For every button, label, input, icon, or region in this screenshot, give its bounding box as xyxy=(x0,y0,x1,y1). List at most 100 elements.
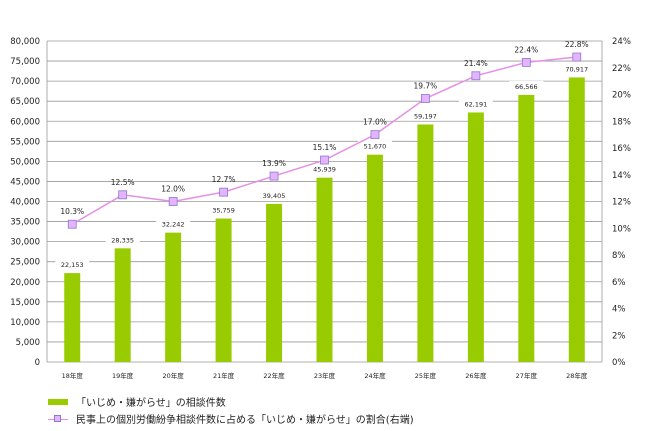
bar xyxy=(64,273,81,362)
line-marker xyxy=(269,171,279,181)
y-right-tick-label: 14% xyxy=(612,171,631,181)
x-tick-label: 24年度 xyxy=(364,371,386,380)
bar-data-label: 70,917 xyxy=(565,65,588,73)
x-tick-label: 26年度 xyxy=(465,371,487,380)
x-tick-label: 27年度 xyxy=(516,371,538,380)
legend-bar-label: 「いじめ・嫌がらせ」の相談件数 xyxy=(76,398,226,409)
y-left-tick-label: 30,000 xyxy=(10,238,40,248)
bar-data-label: 32,242 xyxy=(162,221,185,229)
y-left-tick-label: 35,000 xyxy=(10,218,40,228)
x-tick-label: 23年度 xyxy=(314,371,336,380)
line-marker xyxy=(118,190,128,200)
y-left-tick-label: 40,000 xyxy=(10,198,40,208)
x-tick-label: 28年度 xyxy=(566,371,588,380)
bar xyxy=(266,203,283,362)
x-tick-label: 20年度 xyxy=(162,371,184,380)
line-data-label: 13.9% xyxy=(262,159,286,168)
bar xyxy=(417,124,434,362)
data-label-bg xyxy=(458,98,493,109)
y-left-tick-label: 15,000 xyxy=(10,298,40,308)
line-data-label: 12.0% xyxy=(161,185,185,194)
y-right-tick-label: 8% xyxy=(612,251,626,261)
line-data-label: 15.1% xyxy=(313,143,337,152)
x-tick-label: 25年度 xyxy=(415,371,437,380)
bar-data-label: 22,153 xyxy=(61,261,84,269)
bar xyxy=(366,154,383,362)
line-data-label: 12.5% xyxy=(111,178,135,187)
legend-item-line: 民事上の個別労働紛争相談件数に占める「いじめ・嫌がらせ」の割合(右端) xyxy=(48,411,414,426)
bar-data-label: 66,566 xyxy=(515,83,538,91)
data-label-bg xyxy=(257,189,292,200)
line-marker xyxy=(219,187,228,197)
y-right-tick-label: 12% xyxy=(612,198,631,208)
line-data-label: 19.7% xyxy=(413,82,437,91)
data-label-bg xyxy=(408,110,443,121)
y-right-tick-label: 6% xyxy=(612,278,626,288)
x-tick-label: 19年度 xyxy=(112,371,134,380)
y-left-tick-label: 70,000 xyxy=(10,77,40,87)
data-label-bg xyxy=(156,218,191,229)
bar-data-label: 39,405 xyxy=(263,192,286,200)
bar-data-label: 59,197 xyxy=(414,112,437,120)
x-tick-label: 22年度 xyxy=(263,371,285,380)
bar xyxy=(316,177,333,362)
y-right-tick-label: 20% xyxy=(612,91,631,101)
y-right-tick-label: 24% xyxy=(612,37,631,47)
legend-bar-swatch xyxy=(48,398,68,405)
line-marker xyxy=(370,130,380,140)
y-right-tick-label: 18% xyxy=(612,117,631,127)
line-data-label: 22.8% xyxy=(565,40,589,49)
data-label-bg xyxy=(105,234,140,245)
line-marker xyxy=(168,197,178,206)
bar-data-label: 51,670 xyxy=(364,143,387,151)
bar xyxy=(568,77,585,363)
y-left-tick-label: 45,000 xyxy=(10,177,40,187)
y-left-tick-label: 20,000 xyxy=(10,278,40,288)
line-data-label: 21.4% xyxy=(464,59,488,68)
bar xyxy=(215,218,232,362)
y-left-tick-label: 0 xyxy=(35,358,40,368)
data-label-bg xyxy=(55,259,90,270)
line-data-label: 22.4% xyxy=(514,45,538,54)
y-right-tick-label: 0% xyxy=(612,358,626,368)
y-left-tick-label: 65,000 xyxy=(10,97,40,107)
bar-data-label: 62,191 xyxy=(464,100,487,108)
y-left-tick-label: 25,000 xyxy=(10,258,40,268)
y-left-tick-label: 75,000 xyxy=(10,57,40,67)
bar-data-label: 35,759 xyxy=(212,207,235,215)
bar xyxy=(165,232,182,362)
y-left-tick-label: 60,000 xyxy=(10,117,40,127)
legend-line-label: 民事上の個別労働紛争相談件数に占める「いじめ・嫌がらせ」の割合(右端) xyxy=(76,415,414,426)
line-marker xyxy=(572,52,582,62)
line-marker xyxy=(471,71,481,81)
x-tick-label: 21年度 xyxy=(213,371,235,380)
y-right-tick-label: 2% xyxy=(612,331,626,341)
x-tick-label: 18年度 xyxy=(62,371,84,380)
line-data-label: 10.3% xyxy=(60,207,84,216)
y-right-tick-label: 22% xyxy=(612,64,631,74)
line-data-label: 12.7% xyxy=(212,175,236,184)
y-left-tick-label: 80,000 xyxy=(10,37,40,47)
legend-line-swatch xyxy=(48,414,68,423)
y-left-tick-label: 55,000 xyxy=(10,137,40,147)
legend-item-bar: 「いじめ・嫌がらせ」の相談件数 xyxy=(48,394,226,409)
line-marker xyxy=(421,94,430,103)
data-label-bg xyxy=(307,163,342,174)
line-data-label: 17.0% xyxy=(363,118,387,127)
y-right-tick-label: 10% xyxy=(612,224,631,234)
bar xyxy=(114,248,131,362)
bar xyxy=(467,112,484,362)
data-label-bg xyxy=(509,80,544,91)
y-right-tick-label: 16% xyxy=(612,144,631,154)
y-right-tick-label: 4% xyxy=(612,305,626,315)
line-marker xyxy=(521,58,531,67)
bar xyxy=(518,94,535,362)
y-left-tick-label: 5,000 xyxy=(16,338,40,348)
data-label-bg xyxy=(559,63,594,74)
line-marker xyxy=(67,219,77,229)
bar-data-label: 45,939 xyxy=(313,166,336,174)
bar-data-label: 28,335 xyxy=(111,236,134,244)
y-left-tick-label: 10,000 xyxy=(10,318,40,328)
line-marker xyxy=(320,155,329,165)
